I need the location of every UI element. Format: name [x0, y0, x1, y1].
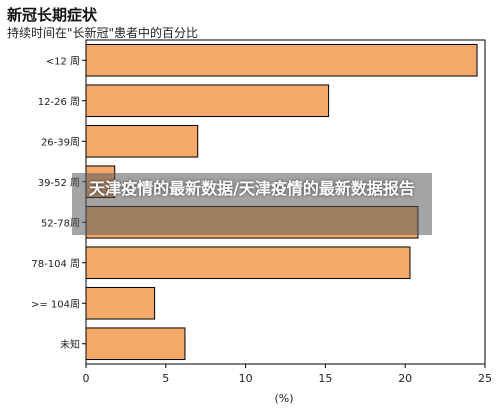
x-axis-ticks: 0 5 10 15 20 25 [83, 364, 492, 385]
watermark-overlay [72, 173, 432, 235]
category-label: >= 104周 [31, 298, 80, 310]
chart-subtitle: 持续时间在"长新冠"患者中的百分比 [7, 26, 199, 40]
category-label: 39-52 周 [38, 177, 80, 189]
category-label: 未知 [60, 338, 80, 351]
category-label: 78-104 周 [31, 258, 80, 270]
x-tick-label: 20 [398, 372, 412, 385]
bar [85, 246, 411, 280]
bar [85, 84, 330, 118]
bar [85, 327, 186, 361]
bar [85, 286, 156, 320]
x-tick-label: 25 [478, 372, 492, 385]
x-tick-label: 0 [83, 372, 90, 385]
category-label: 52-78周 [41, 217, 80, 229]
bar [85, 43, 478, 77]
category-labels: <12 周 12-26 周 26-39周 39-52 周 52-78周 78-104 周 >… [31, 55, 86, 351]
category-label: 26-39周 [41, 136, 80, 148]
x-tick-label: 10 [239, 372, 253, 385]
bar [85, 124, 199, 158]
category-label: <12 周 [46, 55, 80, 67]
watermark-text: 天津疫情的最新数据/天津疫情的最新数据报告 [89, 179, 415, 198]
x-tick-label: 5 [162, 372, 169, 385]
x-tick-label: 15 [318, 372, 332, 385]
chart-title: 新冠长期症状 [7, 6, 98, 24]
x-axis-label: (%) [274, 392, 293, 405]
category-label: 12-26 周 [38, 96, 80, 108]
